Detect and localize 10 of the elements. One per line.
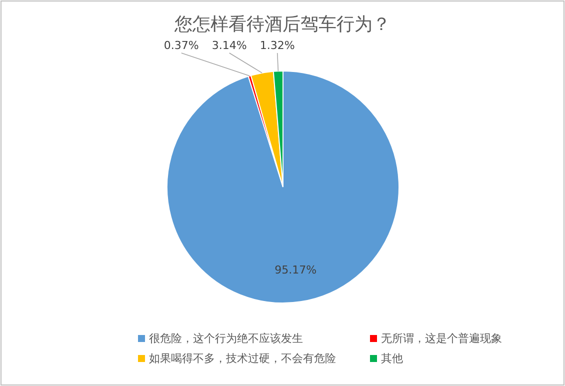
data-label: 1.32%	[260, 39, 295, 52]
legend-label: 无所谓，这是个普遍现象	[381, 332, 502, 345]
legend-label: 其他	[381, 352, 403, 365]
legend-label: 如果喝得不多，技术过硬，不会有危险	[149, 352, 336, 365]
pie-slice	[166, 70, 400, 304]
chart-title: 您怎样看待酒后驾车行为？	[174, 14, 390, 35]
data-label: 0.37%	[164, 39, 199, 52]
legend-label: 很危险，这个行为绝不应该发生	[149, 332, 303, 345]
data-label: 3.14%	[212, 39, 247, 52]
data-label: 95.17%	[274, 264, 317, 277]
